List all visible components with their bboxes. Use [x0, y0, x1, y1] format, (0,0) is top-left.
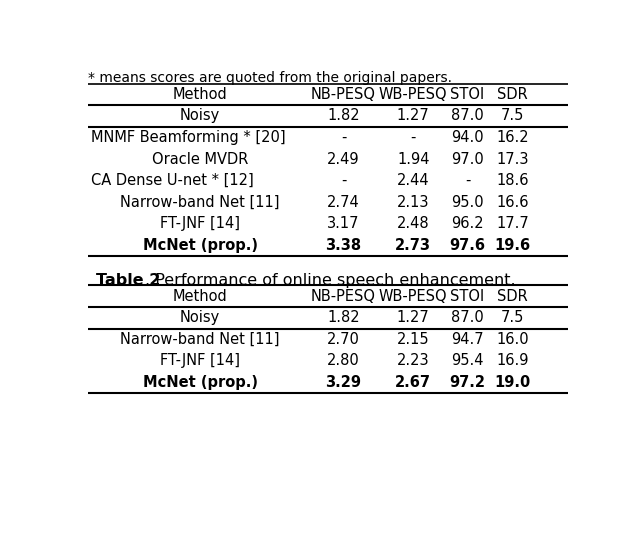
Text: 95.0: 95.0	[451, 195, 484, 210]
Text: Noisy: Noisy	[180, 310, 220, 325]
Text: 96.2: 96.2	[451, 216, 484, 231]
Text: 16.2: 16.2	[496, 130, 529, 145]
Text: -: -	[341, 130, 346, 145]
Text: 2.23: 2.23	[397, 353, 429, 368]
Text: 2.80: 2.80	[327, 353, 360, 368]
Text: MNMF Beamforming * [20]: MNMF Beamforming * [20]	[91, 130, 285, 145]
Text: NB-PESQ: NB-PESQ	[311, 87, 376, 102]
Text: 94.7: 94.7	[451, 332, 484, 347]
Text: McNet (prop.): McNet (prop.)	[143, 238, 258, 253]
Text: 3.29: 3.29	[326, 375, 362, 390]
Text: Narrow-band Net [11]: Narrow-band Net [11]	[120, 195, 280, 210]
Text: 87.0: 87.0	[451, 109, 484, 123]
Text: 2.44: 2.44	[397, 173, 429, 188]
Text: STOI: STOI	[451, 87, 484, 102]
Text: 7.5: 7.5	[500, 109, 524, 123]
Text: CA Dense U-net * [12]: CA Dense U-net * [12]	[91, 173, 253, 188]
Text: Method: Method	[173, 87, 227, 102]
Text: 1.82: 1.82	[327, 310, 360, 325]
Text: 2.15: 2.15	[397, 332, 429, 347]
Text: Method: Method	[173, 289, 227, 304]
Text: STOI: STOI	[451, 289, 484, 304]
Text: FT-JNF [14]: FT-JNF [14]	[160, 216, 240, 231]
Text: SDR: SDR	[497, 87, 528, 102]
Text: -: -	[341, 173, 346, 188]
Text: 1.27: 1.27	[397, 109, 429, 123]
Text: WB-PESQ: WB-PESQ	[379, 87, 447, 102]
Text: WB-PESQ: WB-PESQ	[379, 289, 447, 304]
Text: 97.6: 97.6	[449, 238, 486, 253]
Text: 2.49: 2.49	[327, 151, 360, 167]
Text: 19.6: 19.6	[494, 238, 531, 253]
Text: 2.48: 2.48	[397, 216, 429, 231]
Text: 19.0: 19.0	[494, 375, 531, 390]
Text: 16.6: 16.6	[496, 195, 529, 210]
Text: Oracle MVDR: Oracle MVDR	[152, 151, 248, 167]
Text: 3.17: 3.17	[327, 216, 360, 231]
Text: 1.94: 1.94	[397, 151, 429, 167]
Text: 2.70: 2.70	[327, 332, 360, 347]
Text: * means scores are quoted from the original papers.: * means scores are quoted from the origi…	[88, 71, 452, 85]
Text: . Performance of online speech enhancement.: . Performance of online speech enhanceme…	[145, 273, 516, 288]
Text: 2.74: 2.74	[327, 195, 360, 210]
Text: SDR: SDR	[497, 289, 528, 304]
Text: 2.73: 2.73	[396, 238, 431, 253]
Text: 94.0: 94.0	[451, 130, 484, 145]
Text: McNet (prop.): McNet (prop.)	[143, 375, 258, 390]
Text: 17.7: 17.7	[496, 216, 529, 231]
Text: 17.3: 17.3	[496, 151, 529, 167]
Text: 95.4: 95.4	[451, 353, 484, 368]
Text: FT-JNF [14]: FT-JNF [14]	[160, 353, 240, 368]
Text: 7.5: 7.5	[500, 310, 524, 325]
Text: 16.9: 16.9	[496, 353, 529, 368]
Text: -: -	[411, 130, 416, 145]
Text: 1.27: 1.27	[397, 310, 429, 325]
Text: -: -	[465, 173, 470, 188]
Text: 97.2: 97.2	[449, 375, 486, 390]
Text: Narrow-band Net [11]: Narrow-band Net [11]	[120, 332, 280, 347]
Text: 87.0: 87.0	[451, 310, 484, 325]
Text: 2.13: 2.13	[397, 195, 429, 210]
Text: 97.0: 97.0	[451, 151, 484, 167]
Text: Noisy: Noisy	[180, 109, 220, 123]
Text: Table 2: Table 2	[95, 273, 160, 288]
Text: 1.82: 1.82	[327, 109, 360, 123]
Text: 18.6: 18.6	[496, 173, 529, 188]
Text: 2.67: 2.67	[396, 375, 431, 390]
Text: NB-PESQ: NB-PESQ	[311, 289, 376, 304]
Text: 16.0: 16.0	[496, 332, 529, 347]
Text: 3.38: 3.38	[325, 238, 362, 253]
